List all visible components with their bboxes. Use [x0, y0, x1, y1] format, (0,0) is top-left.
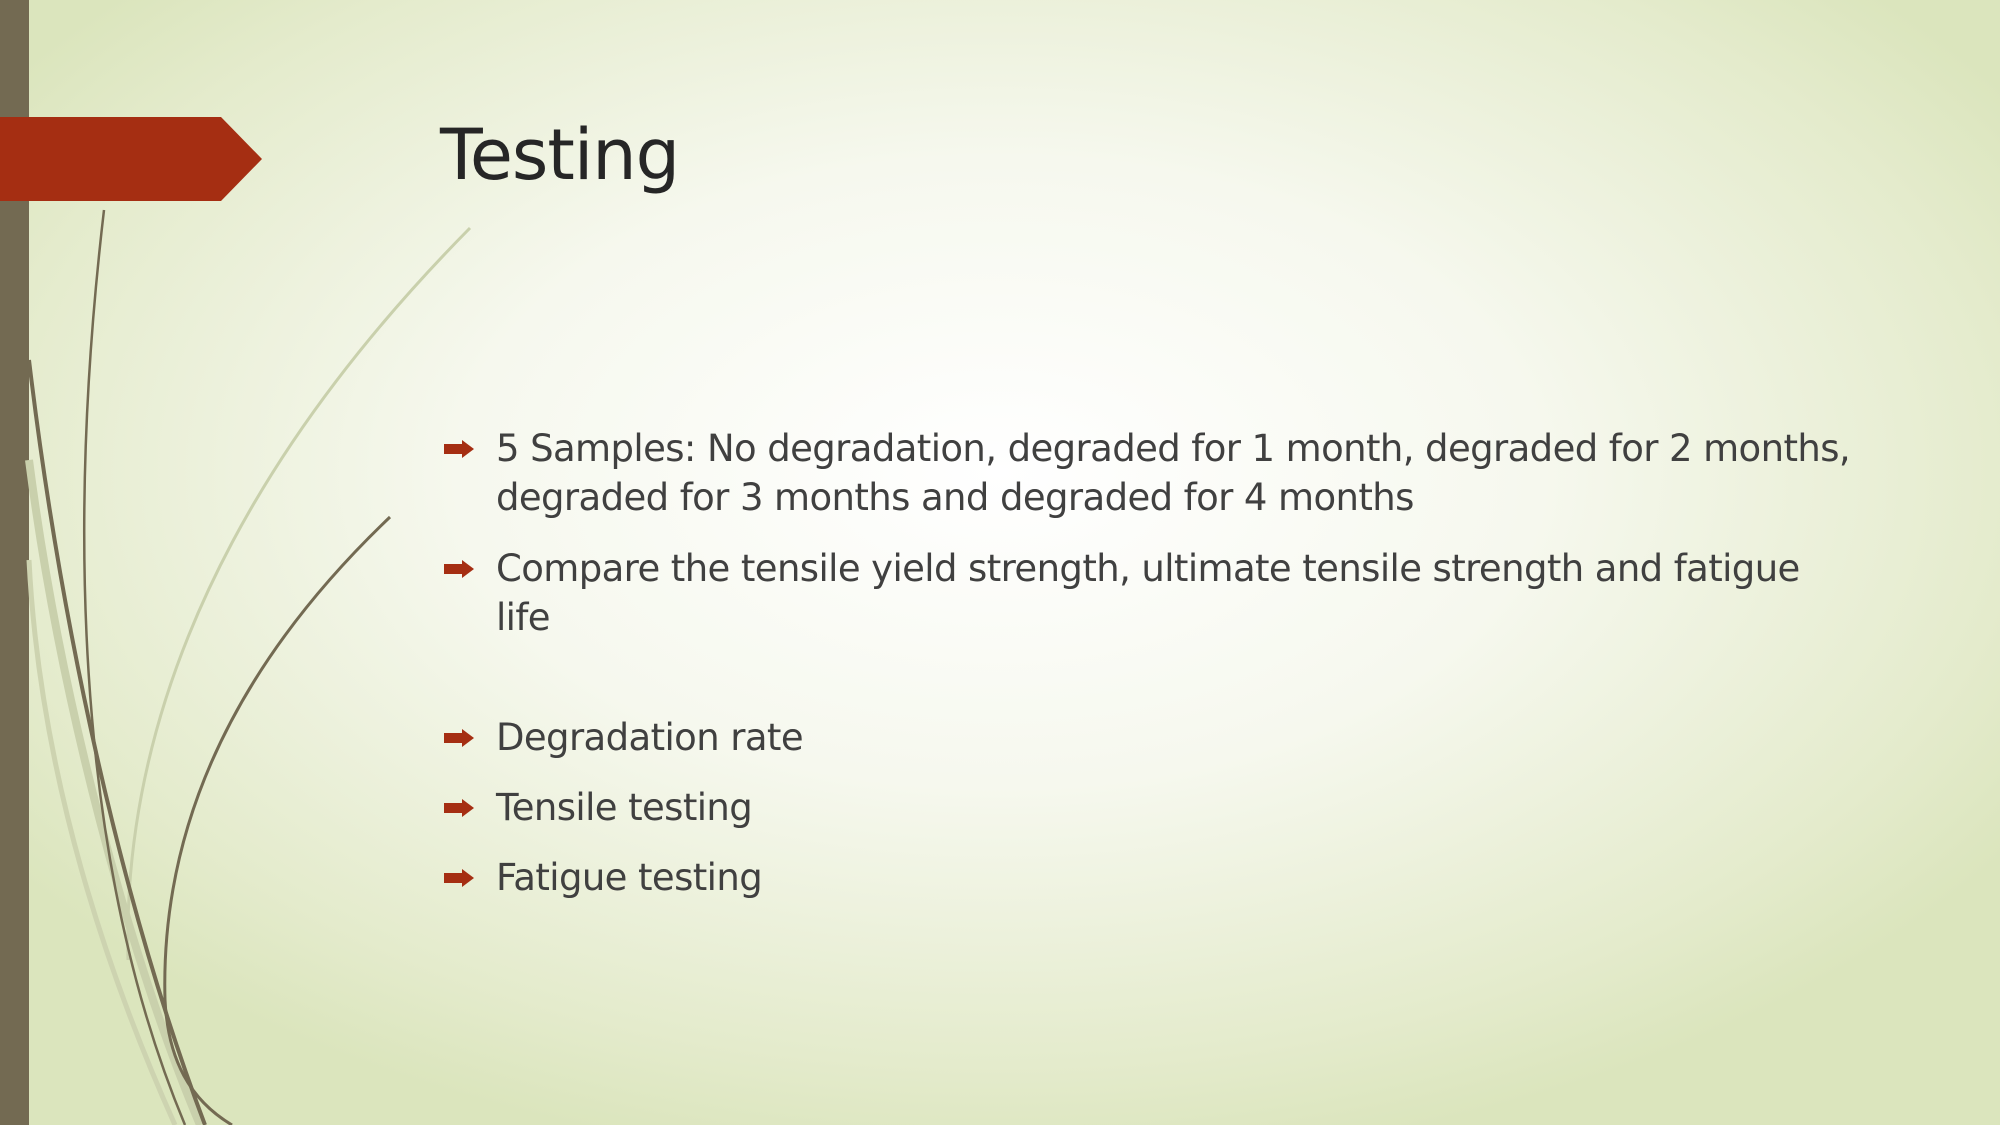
bullet-item: Degradation rate — [440, 713, 1860, 762]
bullet-text: Compare the tensile yield strength, ulti… — [496, 547, 1800, 639]
bullet-item: Fatigue testing — [440, 853, 1860, 902]
decorative-curve-light-3 — [26, 559, 178, 1125]
title-accent-tab — [0, 117, 262, 201]
decorative-curve-light-2 — [25, 459, 204, 1125]
bullet-text: Degradation rate — [496, 716, 804, 759]
bullet-item: Compare the tensile yield strength, ulti… — [440, 544, 1860, 642]
bullet-text: Tensile testing — [496, 786, 753, 829]
decorative-curve-dark-2 — [27, 359, 207, 1125]
bullet-text: 5 Samples: No degradation, degraded for … — [496, 427, 1851, 519]
right-arrow-bullet-icon — [444, 729, 474, 747]
decorative-curve-dark-1 — [83, 209, 187, 1125]
bullet-item: Tensile testing — [440, 783, 1860, 832]
bullet-list: 5 Samples: No degradation, degraded for … — [440, 424, 1860, 902]
decorative-curve-dark-3 — [163, 515, 392, 1125]
right-arrow-bullet-icon — [444, 560, 474, 578]
right-arrow-bullet-icon — [444, 799, 474, 817]
bullet-item: 5 Samples: No degradation, degraded for … — [440, 424, 1860, 522]
bullet-text: Fatigue testing — [496, 856, 763, 899]
right-arrow-bullet-icon — [444, 869, 474, 887]
right-arrow-bullet-icon — [444, 440, 474, 458]
decorative-curve-light-1 — [126, 226, 472, 961]
slide-title: Testing — [440, 114, 680, 196]
